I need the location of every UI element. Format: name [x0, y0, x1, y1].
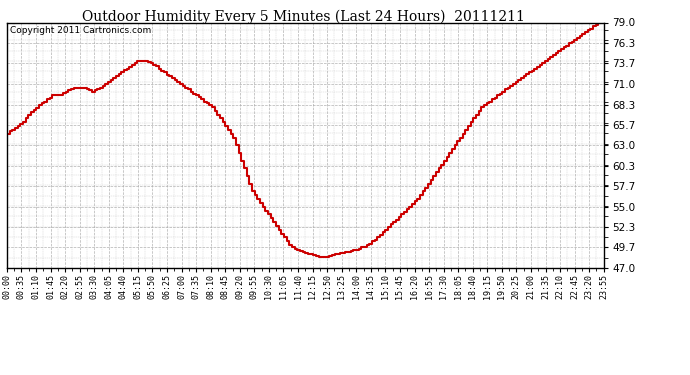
Text: Copyright 2011 Cartronics.com: Copyright 2011 Cartronics.com — [10, 26, 151, 35]
Text: Outdoor Humidity Every 5 Minutes (Last 24 Hours)  20111211: Outdoor Humidity Every 5 Minutes (Last 2… — [82, 9, 525, 24]
